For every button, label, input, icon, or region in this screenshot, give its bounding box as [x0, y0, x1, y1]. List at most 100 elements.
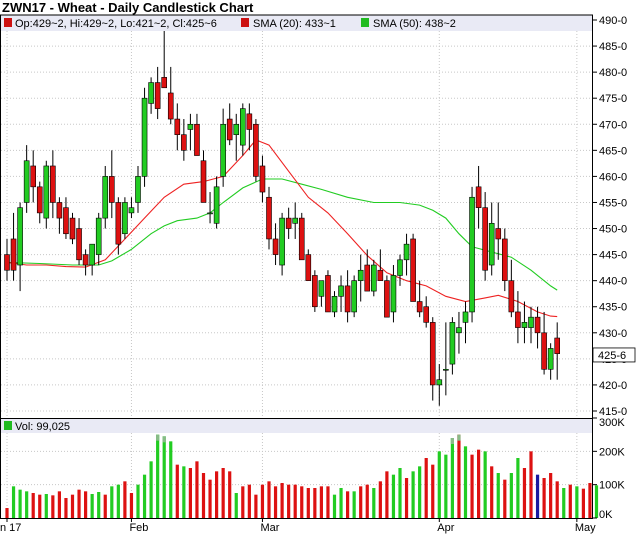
volume-bar — [280, 483, 284, 518]
volume-bar — [18, 489, 22, 518]
volume-bar — [234, 493, 238, 518]
sma50-legend-swatch — [361, 18, 369, 27]
volume-bar — [594, 485, 599, 518]
candle-body — [154, 82, 161, 109]
last-price-label: 425-6 — [598, 350, 626, 362]
candle-body — [128, 207, 135, 214]
volume-bar — [110, 486, 114, 518]
candle-body — [482, 207, 488, 271]
candle-body — [312, 275, 318, 308]
volume-tick-label: 300K — [599, 417, 625, 429]
candle-body — [475, 186, 482, 208]
volume-bar — [182, 466, 186, 518]
candle-body — [410, 238, 416, 302]
candle-body — [449, 322, 456, 365]
candle-body — [213, 186, 220, 224]
price-tick-label: 470-0 — [599, 119, 627, 131]
volume-bar — [431, 464, 435, 518]
volume-bar — [77, 489, 81, 518]
volume-bar — [503, 479, 507, 518]
volume-bar — [11, 486, 16, 518]
volume-bar — [162, 436, 166, 518]
candle-body — [246, 113, 253, 130]
volume-bar — [31, 493, 35, 518]
volume-bar — [470, 454, 474, 518]
candle-body — [30, 165, 37, 188]
volume-bar — [437, 451, 441, 518]
candle-body — [488, 223, 495, 266]
volume-bar — [201, 473, 206, 518]
candle-body — [43, 165, 50, 219]
volume-bar — [156, 434, 160, 518]
volume-bar — [483, 451, 487, 518]
date-axis: n 17 Feb Mar Apr May — [0, 518, 596, 534]
candle-body — [63, 207, 69, 235]
volume-bar — [581, 488, 585, 518]
month-label: n 17 — [0, 522, 21, 534]
candle-body — [436, 379, 443, 386]
candle-body — [370, 264, 377, 292]
volume-bar — [149, 461, 153, 518]
sma50-legend: SMA (50): 438~2 — [373, 18, 456, 30]
price-tick-label: 490-0 — [599, 15, 627, 27]
candle-body — [351, 280, 357, 313]
price-tick-label: 480-0 — [599, 67, 627, 79]
price-tick-label: 455-0 — [599, 197, 627, 209]
candle-body — [305, 254, 312, 281]
candle-body — [194, 123, 200, 156]
price-tick-label: 440-0 — [599, 276, 627, 288]
sma20-layer — [6, 139, 558, 318]
sma50-layer — [6, 178, 558, 291]
volume-legend-swatch — [4, 421, 12, 430]
candle-body — [298, 217, 305, 261]
volume-bar — [267, 481, 271, 518]
volume-bar — [391, 474, 396, 518]
candle-body — [141, 97, 148, 177]
volume-bar — [385, 471, 389, 518]
volume-bar — [418, 466, 422, 518]
volume-bar — [116, 484, 120, 518]
sma50-line — [6, 178, 558, 291]
volume-bar — [38, 494, 42, 518]
candle-body — [272, 238, 279, 255]
candle-body — [102, 176, 109, 219]
volume-bar-cap — [457, 434, 461, 441]
candle-body — [10, 238, 17, 271]
candle-body — [207, 212, 213, 215]
volume-bar — [588, 483, 592, 518]
price-tick-label: 475-0 — [599, 93, 627, 105]
volume-legend: Vol: 99,025 — [15, 421, 70, 433]
candle-body — [148, 82, 154, 104]
candle-body — [187, 123, 194, 130]
candle-body — [76, 228, 82, 261]
candle-body — [226, 118, 233, 141]
candle-body — [547, 348, 554, 370]
volume-bar — [477, 449, 481, 518]
candle-body — [397, 259, 403, 276]
candle-body — [285, 217, 292, 229]
volume-bar — [346, 491, 350, 518]
volume-bar — [398, 468, 402, 518]
candle-body — [462, 311, 469, 323]
candle-body — [259, 165, 266, 193]
candle-body — [220, 123, 226, 177]
volume-bar — [542, 478, 546, 518]
volume-bar — [254, 494, 258, 518]
candle-body — [174, 118, 181, 135]
volume-bar — [372, 488, 376, 518]
volume-tick-label: 100K — [599, 480, 625, 492]
candle-body — [318, 280, 325, 297]
candle-body — [338, 285, 344, 297]
sma20-line — [6, 139, 558, 318]
candle-body — [253, 123, 259, 177]
volume-bar — [562, 488, 566, 518]
volume-bar — [339, 488, 343, 518]
candle-body — [233, 123, 240, 135]
volume-bar — [241, 486, 245, 518]
candle-body — [416, 301, 423, 313]
candle-body — [390, 275, 397, 313]
volume-bar — [84, 491, 88, 518]
candle-body — [403, 243, 410, 261]
candle-body — [495, 228, 502, 240]
volume-bar — [424, 458, 428, 518]
